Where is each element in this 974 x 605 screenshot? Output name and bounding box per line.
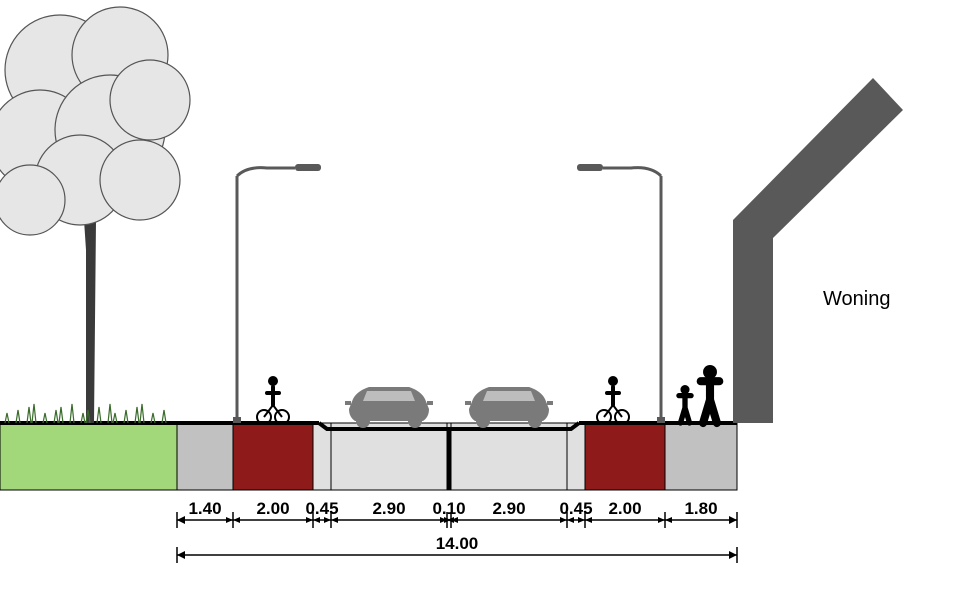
building-icon: [733, 78, 903, 423]
lamp-head: [577, 164, 603, 171]
dim-arrow: [730, 517, 737, 523]
dim-arrow: [177, 517, 184, 523]
bike-lane-left: [233, 423, 313, 490]
dim-label: 1.80: [684, 499, 717, 518]
dim-arrow: [729, 551, 737, 559]
dim-arrow: [658, 517, 665, 523]
cyclist-body: [267, 387, 279, 405]
dim-total-label: 14.00: [436, 534, 479, 553]
car-wheel: [408, 414, 422, 428]
car-wheel: [356, 414, 370, 428]
gutter-right: [567, 423, 585, 490]
dim-label: 2.90: [372, 499, 405, 518]
car-mirror: [465, 401, 471, 405]
car-mirror: [427, 401, 433, 405]
grass-icon: [59, 407, 63, 423]
car-wheel: [476, 414, 490, 428]
dim-label: 1.40: [188, 499, 221, 518]
lamp-arm: [237, 168, 295, 176]
grass-icon: [27, 407, 31, 423]
person-body: [679, 394, 691, 423]
grass-icon: [32, 404, 36, 423]
cyclist-body: [607, 387, 619, 405]
dim-label: 0.45: [305, 499, 338, 518]
grass-icon: [70, 404, 74, 423]
dim-arrow: [665, 517, 672, 523]
cross-section: Woning 1.40 2.00 0.45 2.90 0.10 2.90 0.45 2.00 1.…: [0, 0, 974, 605]
grass-strip: [0, 423, 177, 490]
grass-icon: [135, 407, 139, 423]
road-left: [331, 423, 447, 490]
tree-foliage: [110, 60, 190, 140]
gutter-left: [313, 423, 331, 490]
dim-label: 2.00: [608, 499, 641, 518]
car-window: [363, 391, 415, 401]
grass-icon: [140, 404, 144, 423]
lamp-head: [295, 164, 321, 171]
dim-label: 2.00: [256, 499, 289, 518]
cyclist-head: [608, 376, 618, 386]
dim-arrow: [177, 551, 185, 559]
sidewalk-left: [177, 423, 233, 490]
bike-lane-right: [585, 423, 665, 490]
lamp-arm: [603, 168, 661, 176]
dim-label: 0.10: [432, 499, 465, 518]
sidewalk-right: [665, 423, 737, 490]
dim-label: 2.90: [492, 499, 525, 518]
lamp-base: [233, 417, 241, 423]
grass-icon: [97, 407, 101, 423]
car-wheel: [528, 414, 542, 428]
tree-foliage: [100, 140, 180, 220]
dim-arrow: [233, 517, 240, 523]
car-window: [483, 391, 535, 401]
car-mirror: [345, 401, 351, 405]
grass-icon: [108, 404, 112, 423]
dim-arrow: [226, 517, 233, 523]
cyclist-head: [268, 376, 278, 386]
car-mirror: [547, 401, 553, 405]
person-body: [701, 379, 720, 423]
tree-foliage: [0, 165, 65, 235]
road-right: [451, 423, 567, 490]
dim-label: 0.45: [559, 499, 592, 518]
building-label: Woning: [823, 288, 890, 310]
lamp-base: [657, 417, 665, 423]
